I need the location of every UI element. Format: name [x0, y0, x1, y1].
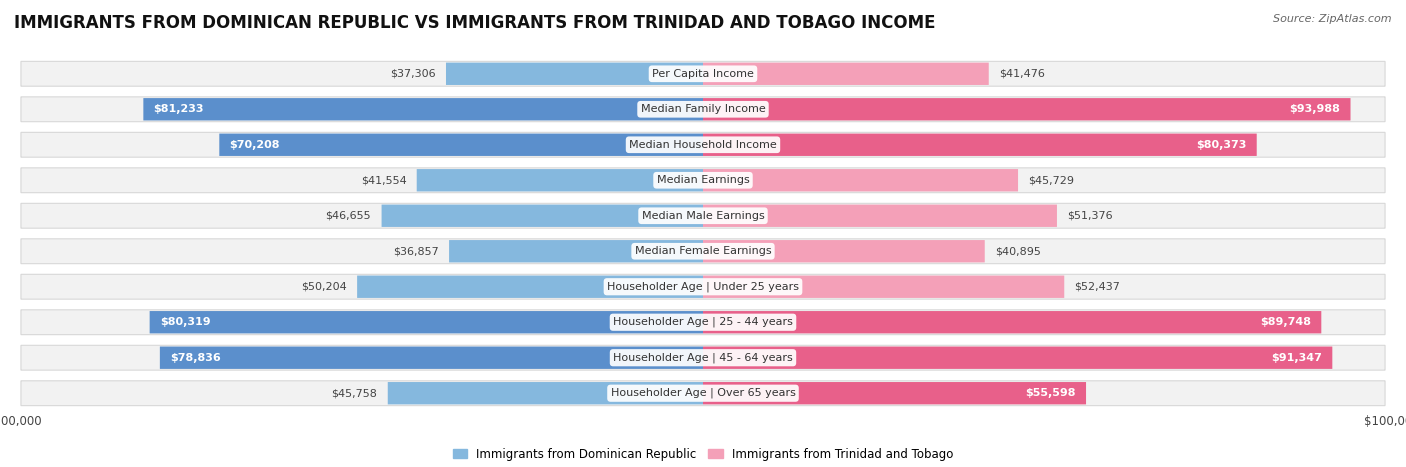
Text: Median Earnings: Median Earnings [657, 175, 749, 185]
FancyBboxPatch shape [21, 61, 1385, 86]
Text: Source: ZipAtlas.com: Source: ZipAtlas.com [1274, 14, 1392, 24]
Text: $80,373: $80,373 [1197, 140, 1246, 150]
FancyBboxPatch shape [416, 169, 703, 191]
FancyBboxPatch shape [703, 311, 1322, 333]
Text: Householder Age | Over 65 years: Householder Age | Over 65 years [610, 388, 796, 398]
FancyBboxPatch shape [703, 63, 988, 85]
Text: $51,376: $51,376 [1067, 211, 1114, 221]
FancyBboxPatch shape [703, 240, 984, 262]
FancyBboxPatch shape [21, 203, 1385, 228]
Text: $81,233: $81,233 [153, 104, 204, 114]
FancyBboxPatch shape [449, 240, 703, 262]
FancyBboxPatch shape [703, 347, 1333, 369]
FancyBboxPatch shape [381, 205, 703, 227]
Text: $41,476: $41,476 [1000, 69, 1045, 79]
FancyBboxPatch shape [21, 239, 1385, 264]
Text: Median Male Earnings: Median Male Earnings [641, 211, 765, 221]
Text: $45,758: $45,758 [332, 388, 377, 398]
FancyBboxPatch shape [703, 169, 1018, 191]
Text: $80,319: $80,319 [160, 317, 211, 327]
Text: $45,729: $45,729 [1028, 175, 1074, 185]
FancyBboxPatch shape [21, 132, 1385, 157]
FancyBboxPatch shape [219, 134, 703, 156]
Text: $78,836: $78,836 [170, 353, 221, 363]
Text: $89,748: $89,748 [1260, 317, 1310, 327]
Text: Per Capita Income: Per Capita Income [652, 69, 754, 79]
Text: IMMIGRANTS FROM DOMINICAN REPUBLIC VS IMMIGRANTS FROM TRINIDAD AND TOBAGO INCOME: IMMIGRANTS FROM DOMINICAN REPUBLIC VS IM… [14, 14, 935, 32]
Text: Median Female Earnings: Median Female Earnings [634, 246, 772, 256]
FancyBboxPatch shape [21, 381, 1385, 406]
Text: $52,437: $52,437 [1074, 282, 1121, 292]
Text: $55,598: $55,598 [1025, 388, 1076, 398]
FancyBboxPatch shape [388, 382, 703, 404]
FancyBboxPatch shape [21, 274, 1385, 299]
Text: $36,857: $36,857 [394, 246, 439, 256]
Text: $37,306: $37,306 [389, 69, 436, 79]
FancyBboxPatch shape [703, 382, 1085, 404]
FancyBboxPatch shape [21, 310, 1385, 335]
FancyBboxPatch shape [703, 134, 1257, 156]
FancyBboxPatch shape [703, 205, 1057, 227]
FancyBboxPatch shape [160, 347, 703, 369]
Text: Householder Age | Under 25 years: Householder Age | Under 25 years [607, 282, 799, 292]
Text: $40,895: $40,895 [995, 246, 1040, 256]
Text: $70,208: $70,208 [229, 140, 280, 150]
Text: $46,655: $46,655 [326, 211, 371, 221]
Legend: Immigrants from Dominican Republic, Immigrants from Trinidad and Tobago: Immigrants from Dominican Republic, Immi… [449, 443, 957, 466]
FancyBboxPatch shape [143, 98, 703, 120]
FancyBboxPatch shape [703, 98, 1351, 120]
FancyBboxPatch shape [149, 311, 703, 333]
FancyBboxPatch shape [21, 345, 1385, 370]
Text: $91,347: $91,347 [1271, 353, 1322, 363]
Text: $50,204: $50,204 [301, 282, 347, 292]
Text: Householder Age | 45 - 64 years: Householder Age | 45 - 64 years [613, 353, 793, 363]
FancyBboxPatch shape [357, 276, 703, 298]
FancyBboxPatch shape [21, 97, 1385, 122]
FancyBboxPatch shape [21, 168, 1385, 193]
Text: Median Household Income: Median Household Income [628, 140, 778, 150]
Text: Median Family Income: Median Family Income [641, 104, 765, 114]
Text: $41,554: $41,554 [360, 175, 406, 185]
FancyBboxPatch shape [446, 63, 703, 85]
FancyBboxPatch shape [703, 276, 1064, 298]
Text: $93,988: $93,988 [1289, 104, 1340, 114]
Text: Householder Age | 25 - 44 years: Householder Age | 25 - 44 years [613, 317, 793, 327]
